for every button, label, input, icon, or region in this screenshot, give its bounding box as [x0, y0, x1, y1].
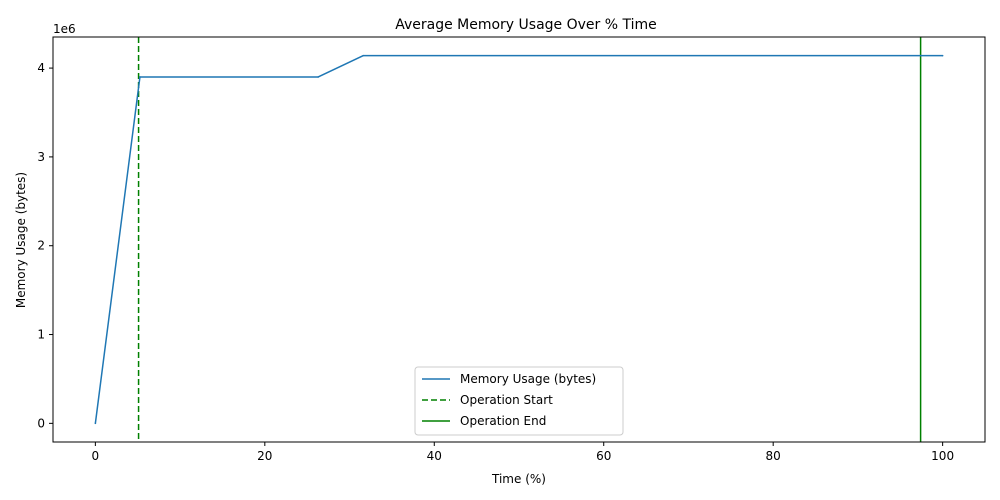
x-tick-label: 80: [766, 449, 781, 463]
legend-label: Operation Start: [460, 393, 553, 407]
x-tick-label: 20: [257, 449, 272, 463]
x-tick-label: 60: [596, 449, 611, 463]
y-tick-label: 1: [37, 328, 45, 342]
legend: Memory Usage (bytes) Operation Start Opera…: [414, 366, 624, 436]
y-tick-label: 0: [37, 416, 45, 430]
data-point: [139, 76, 141, 78]
data-point: [941, 54, 944, 57]
x-tick-label: 100: [931, 449, 954, 463]
y-tick-label: 4: [37, 61, 45, 75]
legend-label: Operation End: [460, 414, 546, 428]
chart-title: Average Memory Usage Over % Time: [395, 17, 657, 33]
legend-box: [414, 366, 624, 436]
data-point: [317, 76, 319, 78]
y-tick-label: 2: [37, 239, 45, 253]
y-axis-label: Memory Usage (bytes): [14, 172, 28, 308]
y-tick-label: 3: [37, 150, 45, 164]
x-tick-label: 0: [92, 449, 100, 463]
data-point: [94, 422, 97, 425]
legend-label: Memory Usage (bytes): [460, 372, 596, 386]
x-axis-label: Time (%): [491, 472, 546, 486]
plot-frame: [52, 36, 986, 443]
x-tick-label: 40: [427, 449, 442, 463]
data-point: [362, 54, 364, 57]
y-axis-offset-text: 1e6: [53, 22, 76, 36]
